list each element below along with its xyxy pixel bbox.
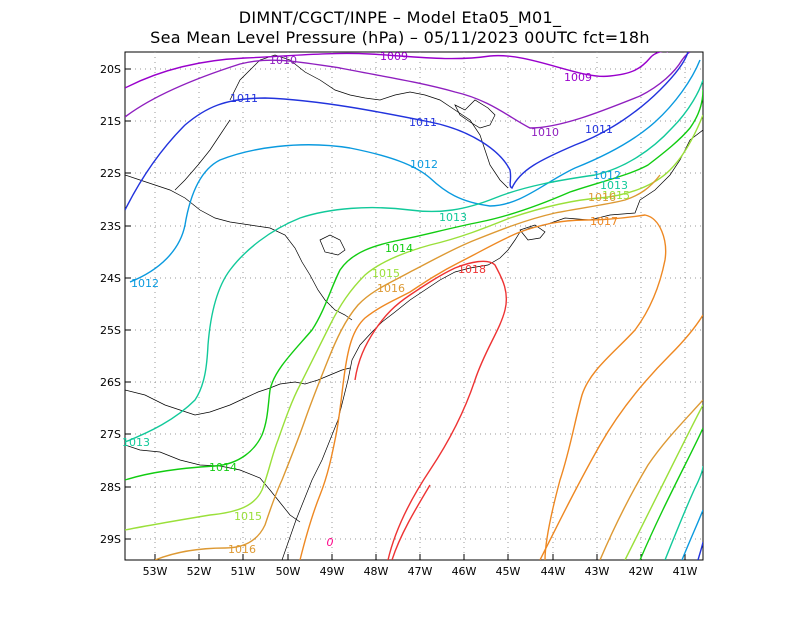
lon-label: 48W — [364, 565, 389, 578]
lon-label: 44W — [541, 565, 566, 578]
contour-label: 1016 — [588, 191, 616, 204]
contour-label: 1012 — [593, 169, 621, 182]
contour-label: 1012 — [131, 277, 159, 290]
contour-label: 1015 — [602, 189, 630, 202]
isobar-1018b — [391, 484, 431, 560]
offshore-isobars — [539, 314, 703, 560]
isobar-lines — [125, 52, 703, 560]
contour-label: 1011 — [230, 92, 258, 105]
isobar-1013 — [125, 79, 703, 443]
lon-label: 51W — [231, 565, 256, 578]
lat-label: 23S — [100, 220, 121, 233]
latitude-labels: 20S 21S 22S 23S 24S 25S 26S 27S 28S 29S — [100, 63, 121, 546]
contour-label: 1017 — [590, 215, 618, 228]
contour-label: 1009 — [564, 71, 592, 84]
isobar-1010 — [125, 52, 691, 129]
contour-label: 1009 — [380, 50, 408, 63]
lon-label: 49W — [320, 565, 345, 578]
contour-label: 1018 — [458, 263, 486, 276]
contour-label: 1011 — [585, 123, 613, 136]
lon-label: 53W — [143, 565, 168, 578]
coastlines-and-borders — [125, 54, 703, 560]
isobar-1011 — [125, 52, 689, 211]
lon-label: 50W — [276, 565, 301, 578]
lat-label: 29S — [100, 533, 121, 546]
lat-label: 24S — [100, 272, 121, 285]
contour-label: 1014 — [385, 242, 413, 255]
isobar-1016 — [154, 174, 661, 560]
contour-label: 1016 — [377, 282, 405, 295]
isobar-1009 — [125, 52, 668, 89]
isobar-1015 — [125, 114, 703, 531]
isobar-1012 — [129, 59, 701, 283]
contour-label: 1011 — [409, 116, 437, 129]
chart-title-line2: Sea Mean Level Pressure (hPa) – 05/11/20… — [150, 28, 650, 47]
low-pressure-marker: 0 — [327, 536, 334, 549]
contour-label: 1013 — [439, 211, 467, 224]
contour-labels: 1010 1009 1009 1010 1011 1011 1011 1012 … — [122, 50, 630, 556]
lon-label: 43W — [585, 565, 610, 578]
lat-label: 27S — [100, 428, 121, 441]
lat-label: 22S — [100, 167, 121, 180]
contour-label: 1010 — [531, 126, 559, 139]
contour-label: 1013 — [122, 436, 150, 449]
lon-label: 41W — [673, 565, 698, 578]
lon-label: 42W — [629, 565, 654, 578]
lon-label: 45W — [496, 565, 521, 578]
isobar-1017 — [299, 214, 667, 560]
isobar-1014 — [125, 89, 703, 481]
contour-label: 1012 — [410, 158, 438, 171]
lat-label: 20S — [100, 63, 121, 76]
lon-label: 47W — [408, 565, 433, 578]
map-frame — [124, 51, 704, 561]
contour-label: 1014 — [209, 461, 237, 474]
contour-label: 1015 — [372, 267, 400, 280]
chart-title-line1: DIMNT/CGCT/INPE – Model Eta05_M01_ — [238, 8, 562, 27]
isobar-1018 — [354, 260, 507, 560]
lat-label: 21S — [100, 115, 121, 128]
longitude-labels: 53W 52W 51W 50W 49W 48W 47W 46W 45W 44W … — [143, 565, 698, 578]
lon-label: 52W — [187, 565, 212, 578]
lat-label: 26S — [100, 376, 121, 389]
contour-label: 1015 — [234, 510, 262, 523]
contour-label: 1013 — [600, 179, 628, 192]
contour-label: 1016 — [228, 543, 256, 556]
contour-label: 1010 — [269, 54, 297, 67]
lat-label: 28S — [100, 481, 121, 494]
lat-label: 25S — [100, 324, 121, 337]
tick-marks — [125, 68, 686, 560]
lon-label: 46W — [452, 565, 477, 578]
